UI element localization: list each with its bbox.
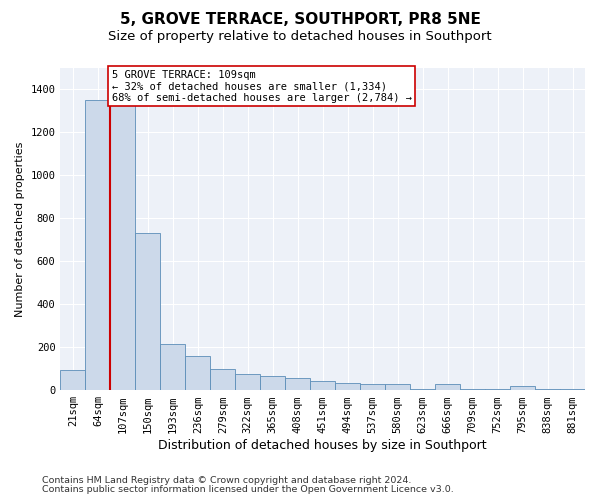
- Bar: [85, 100, 110, 390]
- Bar: [410, 389, 435, 390]
- Bar: [160, 344, 185, 390]
- Bar: [460, 389, 485, 390]
- Bar: [360, 384, 385, 390]
- Text: Contains HM Land Registry data © Crown copyright and database right 2024.: Contains HM Land Registry data © Crown c…: [42, 476, 412, 485]
- Bar: [510, 386, 535, 390]
- Bar: [110, 98, 136, 390]
- Bar: [61, 370, 85, 390]
- Text: 5 GROVE TERRACE: 109sqm
← 32% of detached houses are smaller (1,334)
68% of semi: 5 GROVE TERRACE: 109sqm ← 32% of detache…: [112, 70, 412, 103]
- Bar: [485, 389, 510, 390]
- Y-axis label: Number of detached properties: Number of detached properties: [15, 141, 25, 316]
- Bar: [285, 378, 310, 390]
- Bar: [235, 374, 260, 390]
- Bar: [385, 384, 410, 390]
- Bar: [210, 368, 235, 390]
- Text: Size of property relative to detached houses in Southport: Size of property relative to detached ho…: [108, 30, 492, 43]
- Bar: [136, 233, 160, 390]
- X-axis label: Distribution of detached houses by size in Southport: Distribution of detached houses by size …: [158, 440, 487, 452]
- Text: 5, GROVE TERRACE, SOUTHPORT, PR8 5NE: 5, GROVE TERRACE, SOUTHPORT, PR8 5NE: [119, 12, 481, 28]
- Bar: [535, 389, 560, 390]
- Bar: [435, 384, 460, 390]
- Bar: [335, 384, 360, 390]
- Bar: [260, 376, 285, 390]
- Text: Contains public sector information licensed under the Open Government Licence v3: Contains public sector information licen…: [42, 485, 454, 494]
- Bar: [560, 389, 585, 390]
- Bar: [310, 381, 335, 390]
- Bar: [185, 356, 210, 390]
